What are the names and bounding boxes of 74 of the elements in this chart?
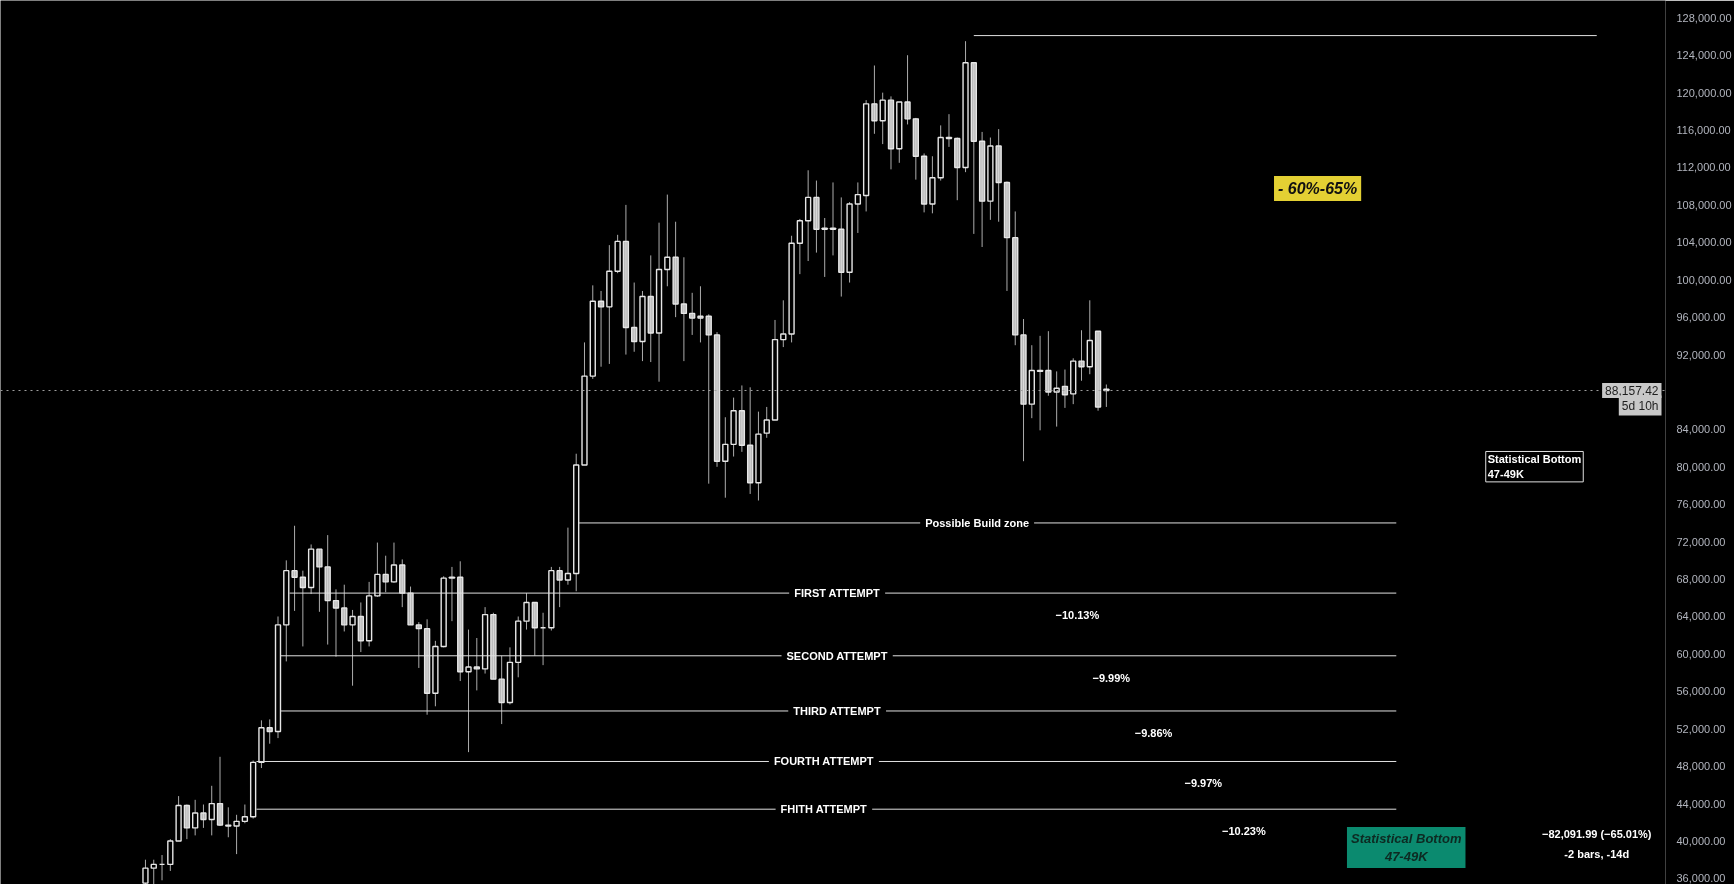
annotation: −82,091.99 (−65.01%) xyxy=(1542,828,1652,841)
candlestick xyxy=(722,416,729,499)
candlestick xyxy=(564,527,572,586)
candlestick xyxy=(796,218,804,275)
annotation: −10.23% xyxy=(1222,825,1266,838)
y-tick-label: 52,000.00 xyxy=(1676,722,1726,735)
candlestick xyxy=(821,217,828,278)
y-tick-label: 72,000.00 xyxy=(1676,535,1726,548)
candlestick xyxy=(688,292,696,336)
candlestick xyxy=(191,799,199,836)
ref-line-label: FHITH ATTEMPT xyxy=(780,803,868,816)
y-tick-label: 128,000.00 xyxy=(1676,11,1732,24)
ref-line-label: SECOND ATTEMPT xyxy=(786,649,888,662)
candlestick xyxy=(1103,384,1110,408)
candlestick xyxy=(904,54,911,125)
annotation: Statistical Bottom 47-49K xyxy=(1487,453,1582,480)
y-tick-label: 116,000.00 xyxy=(1676,124,1731,137)
ref-line-label: FIRST ATTEMPT xyxy=(794,587,880,600)
y-tick-label: 80,000.00 xyxy=(1676,460,1726,473)
candlestick xyxy=(804,169,812,262)
annotation: −10.13% xyxy=(1055,609,1100,622)
y-tick-label: 36,000.00 xyxy=(1676,872,1726,884)
y-tick-label: 108,000.00 xyxy=(1676,198,1732,211)
y-tick-label: 60,000.00 xyxy=(1676,647,1726,660)
annotation: 5d 10h xyxy=(1621,398,1659,413)
annotation: Statistical Bottom 47-49K xyxy=(1350,831,1462,865)
y-tick-label: 56,000.00 xyxy=(1676,685,1726,698)
candlestick xyxy=(597,290,605,368)
candlestick xyxy=(879,92,886,145)
annotation: −9.99% xyxy=(1092,671,1131,684)
candlestick xyxy=(697,285,704,343)
candlestick xyxy=(854,181,862,234)
candlestick xyxy=(705,313,712,485)
candlestick xyxy=(200,804,207,829)
candlestick xyxy=(167,838,174,872)
y-tick-label: 40,000.00 xyxy=(1676,835,1726,847)
annotation: -2 bars, -14d xyxy=(1564,848,1630,861)
candlestick xyxy=(266,718,273,745)
candlestick xyxy=(680,256,688,362)
annotation: −9.86% xyxy=(1134,726,1173,739)
candlestick xyxy=(631,282,638,353)
y-tick-label: 48,000.00 xyxy=(1676,760,1726,773)
candlestick xyxy=(871,65,878,135)
y-tick-label: 96,000.00 xyxy=(1676,311,1726,324)
y-tick-label: 112,000.00 xyxy=(1676,161,1731,174)
candlestick xyxy=(1078,329,1085,382)
ref-line-label: 88,157.42 xyxy=(1605,384,1659,399)
candlestick xyxy=(945,113,953,148)
candlestick xyxy=(208,785,215,836)
y-tick-label: 92,000.00 xyxy=(1676,348,1726,361)
candlestick xyxy=(241,804,249,824)
candlestick xyxy=(1036,335,1044,431)
y-tick-label: 44,000.00 xyxy=(1676,797,1726,810)
y-tick-label: 76,000.00 xyxy=(1676,498,1726,511)
y-tick-label: 84,000.00 xyxy=(1676,423,1726,436)
annotation: - 60%-65% xyxy=(1278,180,1358,198)
y-tick-label: 124,000.00 xyxy=(1676,49,1732,62)
y-tick-label: 100,000.00 xyxy=(1676,273,1732,286)
candlestick xyxy=(225,806,232,838)
candlestick xyxy=(216,756,224,827)
y-tick-label: 120,000.00 xyxy=(1676,86,1732,99)
ref-line-label: Possible Build zone xyxy=(925,516,1030,529)
candlestick xyxy=(183,804,191,840)
candlestick xyxy=(829,181,837,256)
y-tick-label: 104,000.00 xyxy=(1676,236,1732,249)
candlestick xyxy=(780,299,787,348)
ref-line-label: THIRD ATTEMPT xyxy=(793,704,881,717)
ref-line-label: FOURTH ATTEMPT xyxy=(773,755,874,768)
y-tick-label: 64,000.00 xyxy=(1676,610,1726,623)
candlestick xyxy=(390,542,398,584)
candlestick xyxy=(763,406,770,439)
candlestick xyxy=(233,814,240,855)
annotation: −9.97% xyxy=(1184,777,1223,790)
y-tick-label: 68,000.00 xyxy=(1676,573,1726,586)
